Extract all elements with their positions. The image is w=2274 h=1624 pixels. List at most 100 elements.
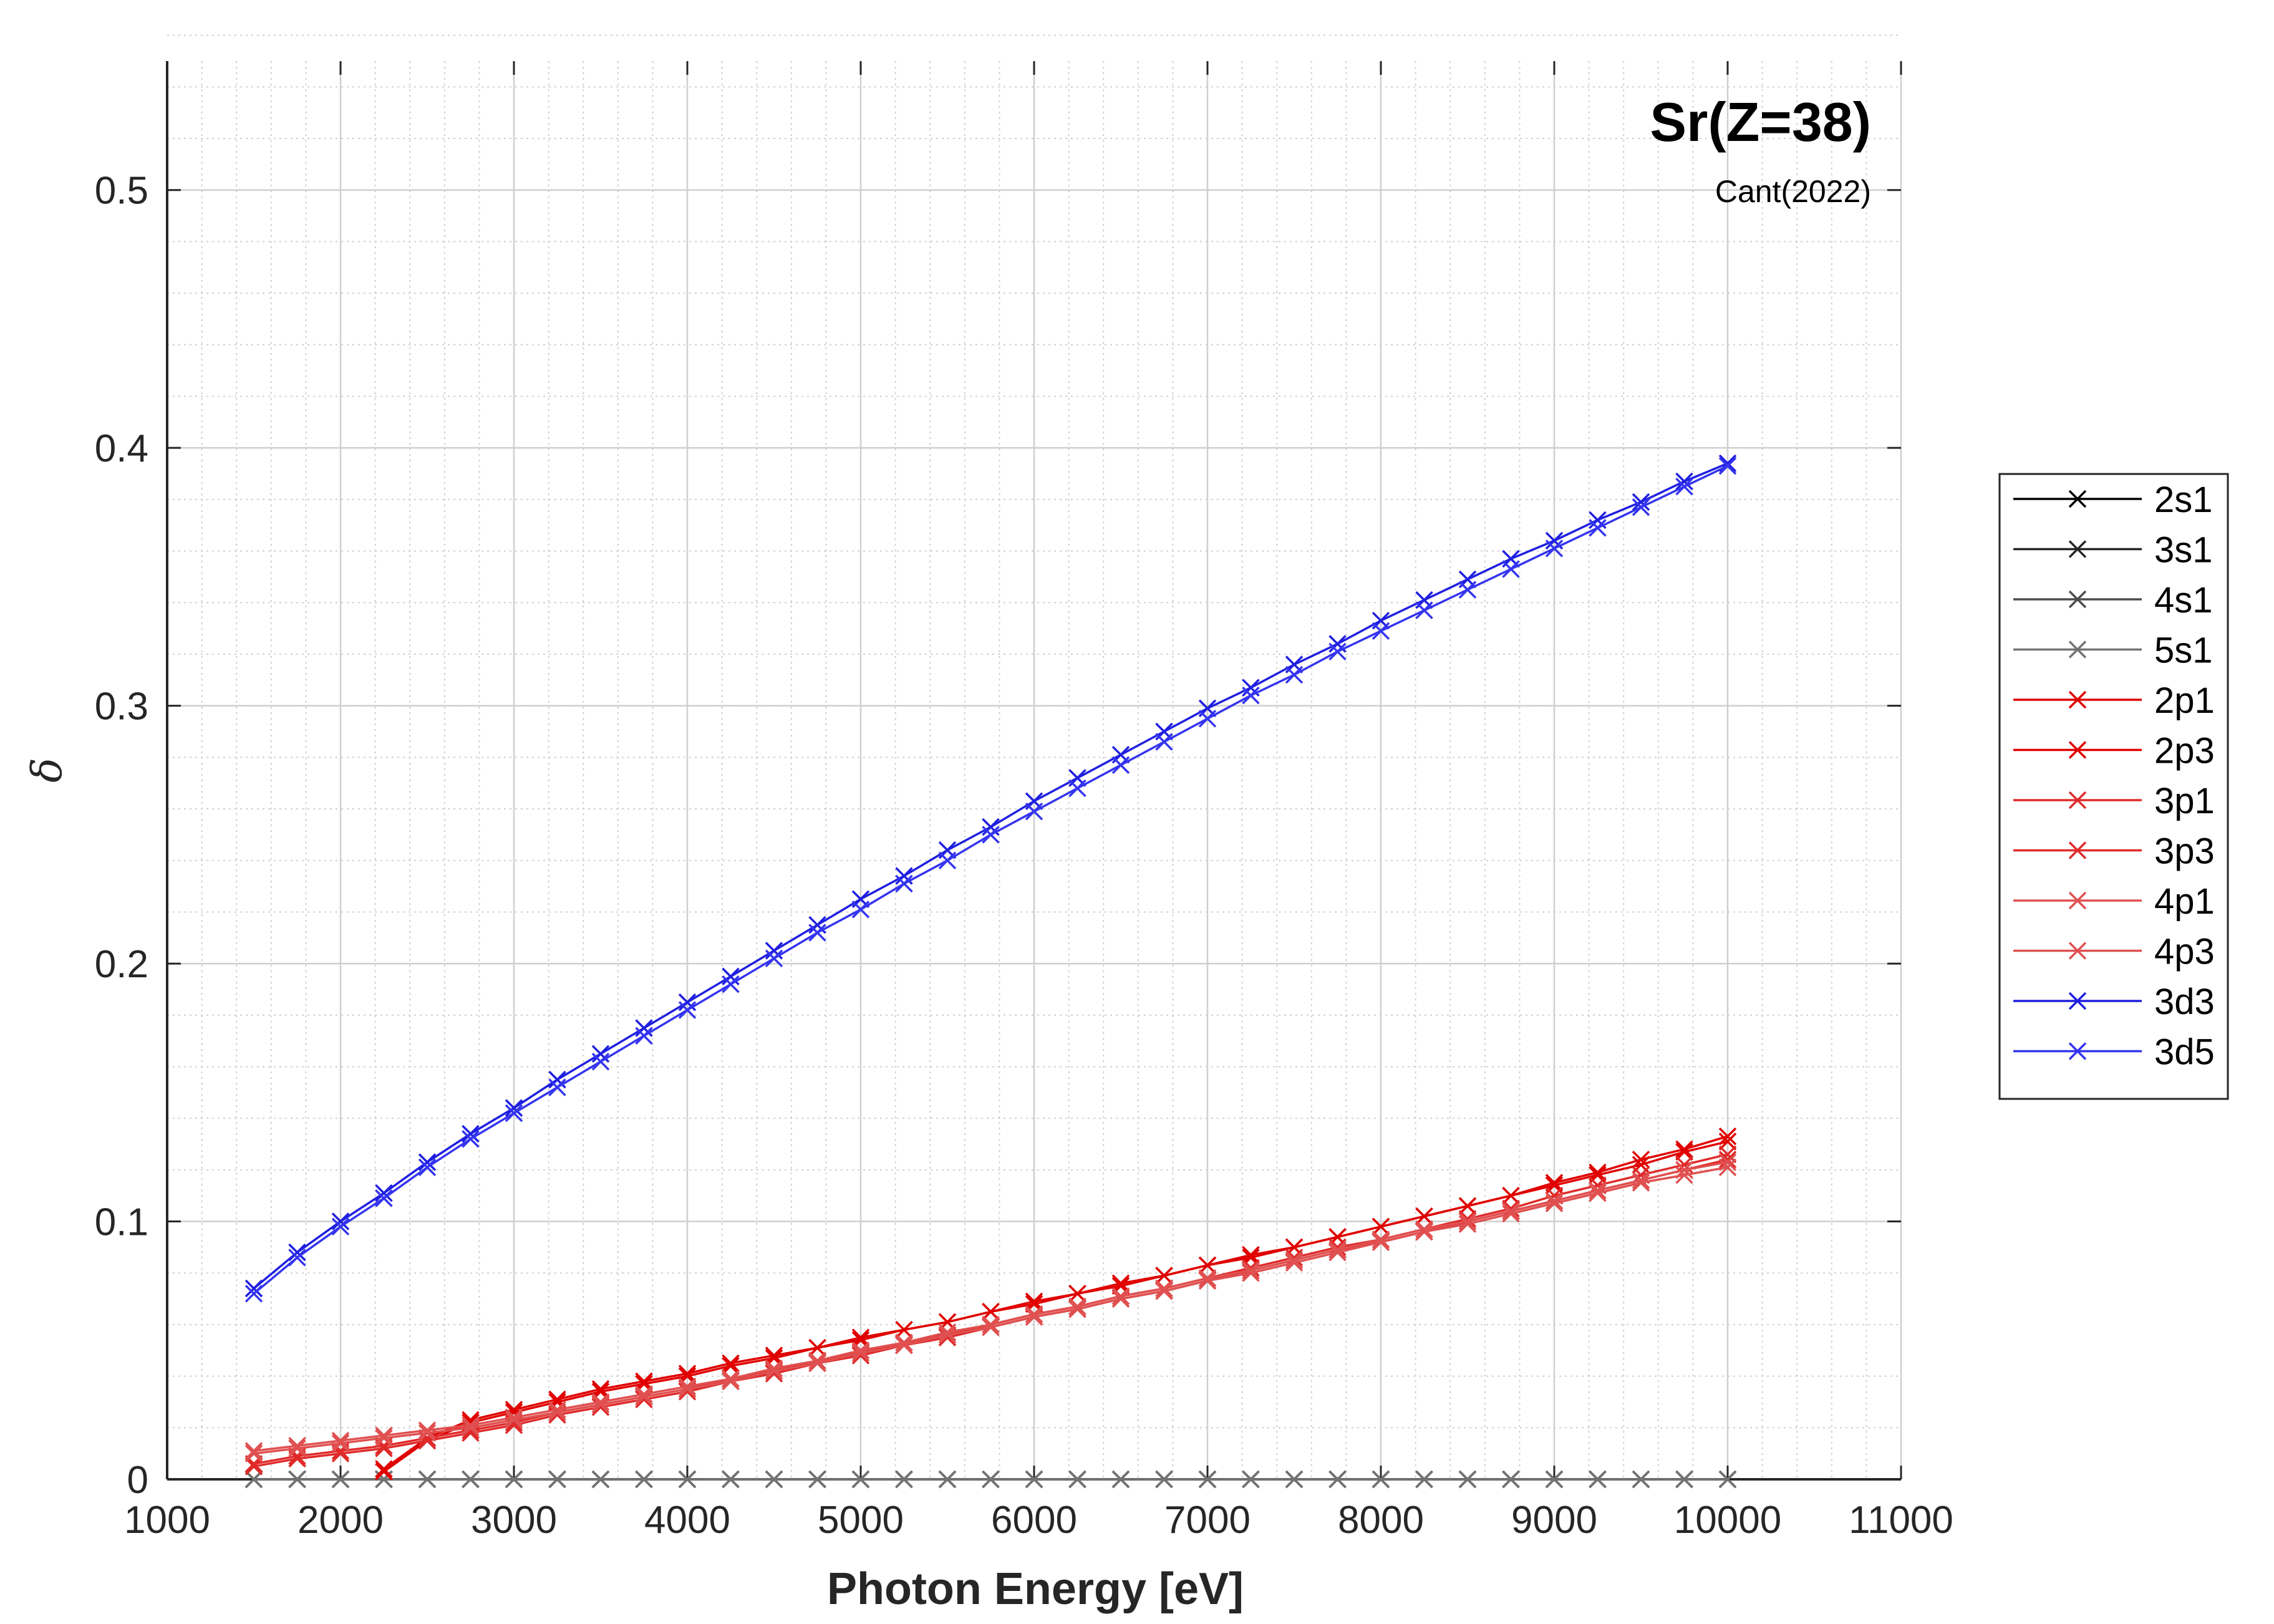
series-line xyxy=(383,1135,1728,1473)
data-point-marker xyxy=(678,1470,697,1489)
data-point-marker xyxy=(462,1130,480,1148)
data-point-marker xyxy=(1025,802,1043,821)
data-point-marker xyxy=(1111,1287,1130,1305)
data-point-marker xyxy=(1718,1127,1737,1146)
data-point-marker xyxy=(895,874,913,893)
data-point-marker xyxy=(1155,1279,1173,1298)
series-5s1 xyxy=(244,1470,1737,1489)
data-point-marker xyxy=(1675,472,1693,491)
legend-label: 3p3 xyxy=(2154,831,2215,872)
data-point-marker xyxy=(1458,1197,1477,1215)
data-point-marker xyxy=(1718,1151,1737,1169)
x-tick-label: 4000 xyxy=(644,1499,730,1542)
data-point-marker xyxy=(1155,1282,1173,1300)
data-point-marker xyxy=(982,1470,1000,1489)
data-point-marker xyxy=(1415,1222,1433,1241)
data-point-marker xyxy=(1632,1171,1650,1189)
chart-title: Sr(Z=38) xyxy=(1650,91,1871,153)
data-point-marker xyxy=(851,1328,870,1346)
data-point-marker xyxy=(765,1359,783,1378)
legend-label: 2p1 xyxy=(2154,680,2215,721)
data-point-marker xyxy=(1198,1470,1217,1489)
data-point-marker xyxy=(982,826,1000,844)
data-point-marker xyxy=(244,1444,263,1462)
chart-subtitle: Cant(2022) xyxy=(1715,174,1871,209)
data-point-marker xyxy=(591,1380,610,1398)
data-point-marker xyxy=(1242,1246,1260,1264)
data-point-marker xyxy=(244,1470,263,1489)
data-point-marker xyxy=(678,1365,697,1383)
data-point-marker xyxy=(808,1354,826,1373)
data-point-marker xyxy=(591,1393,610,1411)
data-point-marker xyxy=(1372,1230,1390,1249)
data-point-marker xyxy=(678,1377,697,1396)
data-point-marker xyxy=(418,1153,437,1171)
data-point-marker xyxy=(1372,1470,1390,1489)
data-point-marker xyxy=(505,1411,523,1429)
y-axis-label: δ xyxy=(23,758,71,783)
data-point-marker xyxy=(1718,1470,1737,1489)
data-point-marker xyxy=(938,1326,957,1344)
legend-marker xyxy=(2068,841,2087,859)
data-point-marker xyxy=(1328,642,1347,661)
data-point-marker xyxy=(1068,1470,1086,1489)
data-point-marker xyxy=(1415,1207,1433,1225)
data-point-marker xyxy=(851,901,870,919)
legend-marker xyxy=(2068,891,2087,910)
data-point-marker xyxy=(635,1372,653,1391)
data-point-marker xyxy=(331,1470,350,1489)
data-point-marker xyxy=(1372,1217,1390,1236)
data-point-marker xyxy=(1242,1264,1260,1282)
legend-label: 4s1 xyxy=(2154,580,2213,621)
x-axis-label: Photon Energy [eV] xyxy=(827,1564,1244,1614)
data-point-marker xyxy=(591,1470,610,1489)
legend-item-3s1: 3s1 xyxy=(2013,530,2213,571)
data-point-marker xyxy=(331,1434,350,1452)
y-tick-label: 0.4 xyxy=(95,427,148,470)
x-tick-label: 11000 xyxy=(1849,1499,1953,1542)
data-point-marker xyxy=(1328,1240,1347,1259)
x-tick-label: 3000 xyxy=(471,1499,557,1542)
data-point-marker xyxy=(1068,1297,1086,1316)
data-point-marker xyxy=(1502,560,1520,578)
legend-item-5s1: 5s1 xyxy=(2013,631,2213,671)
legend-item-3p3: 3p3 xyxy=(2013,831,2215,872)
data-point-marker xyxy=(375,1462,393,1481)
data-point-marker xyxy=(505,1470,523,1489)
data-point-marker xyxy=(1632,498,1650,516)
data-point-marker xyxy=(1068,1300,1086,1318)
data-point-marker xyxy=(331,1212,350,1230)
data-point-marker xyxy=(1502,1202,1520,1220)
data-point-marker xyxy=(895,1470,913,1489)
data-point-marker xyxy=(635,1388,653,1406)
series-4p3 xyxy=(244,1158,1737,1462)
legend-marker xyxy=(2068,490,2087,508)
data-point-marker xyxy=(1415,1470,1433,1489)
data-point-marker xyxy=(1458,1212,1477,1230)
data-point-marker xyxy=(1285,665,1304,684)
data-point-marker xyxy=(1198,1269,1217,1287)
data-point-marker xyxy=(765,1470,783,1489)
legend-marker xyxy=(2068,540,2087,558)
data-point-marker xyxy=(1458,1215,1477,1233)
legend-item-2p1: 2p1 xyxy=(2013,680,2215,721)
y-tick-label: 0.2 xyxy=(95,943,148,986)
data-point-marker xyxy=(895,1336,913,1355)
data-point-marker xyxy=(1068,779,1086,798)
data-point-marker xyxy=(1372,1233,1390,1251)
series-4p1 xyxy=(244,1153,1737,1460)
data-point-marker xyxy=(1415,601,1433,619)
data-point-marker xyxy=(1025,1292,1043,1310)
data-point-marker xyxy=(1198,1272,1217,1290)
data-point-marker xyxy=(851,1470,870,1489)
data-point-marker xyxy=(1068,1285,1086,1303)
data-point-marker xyxy=(1155,1470,1173,1489)
data-point-marker xyxy=(1589,1470,1607,1489)
data-point-marker xyxy=(1372,622,1390,640)
data-point-marker xyxy=(418,1421,437,1439)
data-point-marker xyxy=(1675,1166,1693,1184)
data-point-marker xyxy=(1545,1192,1564,1210)
legend-marker xyxy=(2068,640,2087,659)
data-point-marker xyxy=(288,1249,306,1267)
data-point-marker xyxy=(765,1346,783,1365)
